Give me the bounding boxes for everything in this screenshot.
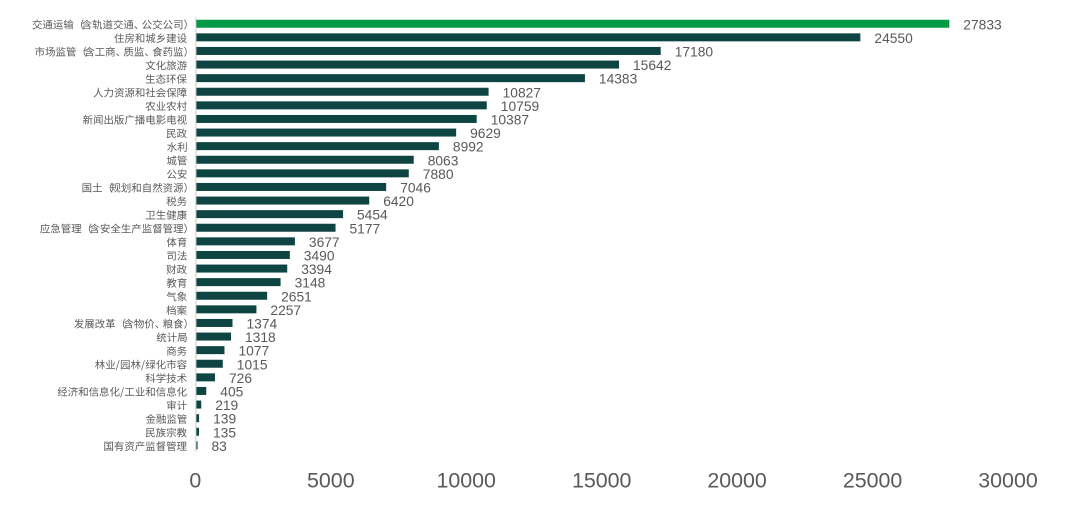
svg-text:9629: 9629 — [470, 126, 501, 141]
svg-text:20000: 20000 — [707, 469, 767, 493]
svg-text:6420: 6420 — [383, 194, 414, 209]
svg-text:3148: 3148 — [295, 276, 326, 291]
svg-text:10827: 10827 — [503, 85, 541, 100]
svg-text:10387: 10387 — [491, 112, 529, 127]
svg-text:17180: 17180 — [675, 44, 714, 59]
svg-text:8063: 8063 — [428, 153, 459, 168]
svg-text:3490: 3490 — [304, 248, 335, 263]
svg-text:24550: 24550 — [874, 31, 913, 46]
svg-text:1318: 1318 — [245, 330, 276, 345]
svg-text:5177: 5177 — [350, 221, 381, 236]
svg-text:405: 405 — [220, 384, 243, 399]
svg-text:135: 135 — [213, 425, 236, 440]
svg-text:139: 139 — [213, 412, 236, 427]
svg-text:10000: 10000 — [436, 469, 496, 493]
svg-text:7880: 7880 — [423, 167, 454, 182]
svg-text:0: 0 — [189, 469, 201, 493]
svg-text:219: 219 — [215, 398, 238, 413]
svg-text:726: 726 — [229, 371, 252, 386]
svg-text:10759: 10759 — [501, 99, 540, 114]
svg-text:1374: 1374 — [247, 316, 278, 331]
svg-text:3677: 3677 — [309, 235, 340, 250]
svg-text:5000: 5000 — [307, 469, 355, 493]
svg-text:83: 83 — [212, 439, 228, 454]
svg-text:14383: 14383 — [599, 72, 638, 87]
svg-text:1077: 1077 — [239, 344, 270, 359]
svg-text:5454: 5454 — [357, 208, 388, 223]
svg-text:2257: 2257 — [270, 303, 301, 318]
svg-text:15642: 15642 — [633, 58, 671, 73]
svg-text:2651: 2651 — [281, 289, 312, 304]
svg-text:27833: 27833 — [963, 17, 1002, 32]
svg-text:25000: 25000 — [843, 469, 903, 493]
svg-text:15000: 15000 — [572, 469, 632, 493]
svg-text:8992: 8992 — [453, 140, 484, 155]
svg-text:7046: 7046 — [400, 180, 431, 195]
svg-text:3394: 3394 — [301, 262, 332, 277]
svg-text:1015: 1015 — [237, 357, 268, 372]
svg-text:30000: 30000 — [978, 469, 1038, 493]
